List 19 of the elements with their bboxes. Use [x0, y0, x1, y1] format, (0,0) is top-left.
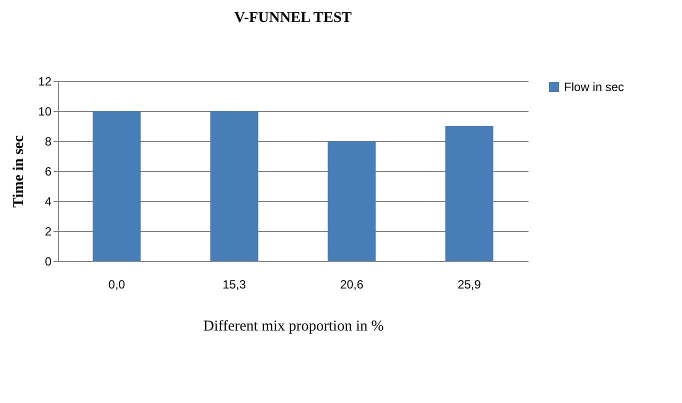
x-tick-label: 15,3 [222, 278, 246, 292]
y-tick-label: 0 [44, 254, 52, 268]
legend-label: Flow in sec [564, 80, 624, 94]
bar [445, 126, 494, 261]
y-tick-label: 2 [44, 224, 52, 238]
x-tick-label: 20,6 [340, 278, 364, 292]
y-axis-title: Time in sec [11, 135, 28, 208]
y-tick-label: 8 [44, 134, 52, 148]
x-tick-label: 0,0 [108, 278, 126, 292]
y-tick-label: 12 [38, 74, 52, 88]
y-tick-label: 10 [38, 104, 52, 118]
chart-title: V-FUNNEL TEST [234, 10, 352, 26]
x-tick-label: 25,9 [458, 278, 482, 292]
y-tick-label: 4 [44, 194, 52, 208]
bar [210, 111, 258, 261]
bar [92, 111, 141, 261]
y-tick-label: 6 [44, 164, 52, 178]
x-axis-title: Different mix proportion in % [203, 318, 384, 334]
bar [328, 141, 376, 261]
